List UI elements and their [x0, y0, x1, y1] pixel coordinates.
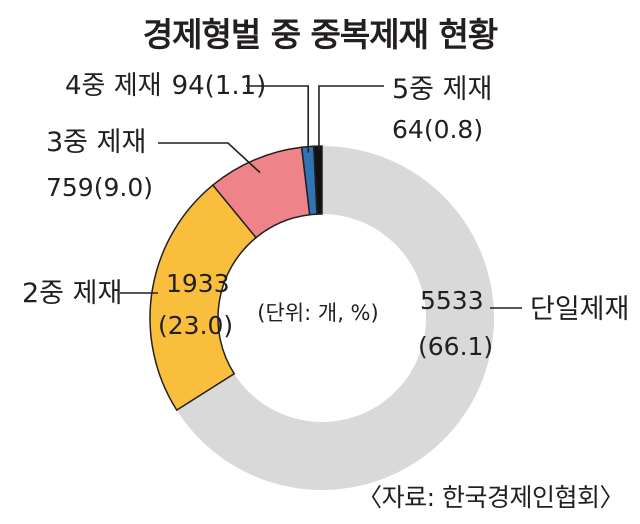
percent-label-4: (1.1) — [205, 71, 267, 101]
value-label-3: 759 — [46, 173, 94, 202]
data-label-4: 4중 제재 94(1.1) — [65, 71, 266, 101]
slice-2 — [149, 183, 258, 412]
percent-label-2: (23.0) — [158, 311, 233, 340]
category-label-3: 3중 제재 — [46, 127, 146, 158]
category-label-4: 4중 제재 — [65, 71, 162, 101]
percent-label-3: (9.0) — [94, 173, 153, 202]
value-label-4: 94 — [172, 71, 205, 101]
source-note: 〈자료: 한국경제인협회〉 — [357, 483, 624, 512]
leader-line-3 — [158, 142, 261, 174]
percent-label-single: (66.1) — [418, 332, 493, 361]
leader-lines — [120, 85, 522, 309]
value-label-2: 1933 — [166, 269, 230, 298]
slice-single — [176, 146, 494, 490]
data-label-3: 759(9.0) — [46, 173, 153, 202]
percent-label-5: (0.8) — [424, 115, 483, 144]
leader-line-5 — [318, 85, 384, 151]
category-label-2: 2중 제재 — [22, 278, 122, 309]
data-label-5: 64(0.8) — [392, 115, 483, 144]
value-label-single: 5533 — [420, 286, 484, 315]
unit-note: (단위: 개, %) — [257, 301, 378, 325]
leader-line-4 — [246, 85, 310, 153]
value-label-5: 64 — [392, 115, 424, 144]
chart-title: 경제형벌 중 중복제재 현황 — [142, 15, 498, 54]
category-label-5: 5중 제재 — [392, 74, 492, 105]
category-label-single: 단일제재 — [530, 294, 629, 325]
slice-5 — [312, 145, 323, 215]
donut-slices — [149, 145, 494, 490]
